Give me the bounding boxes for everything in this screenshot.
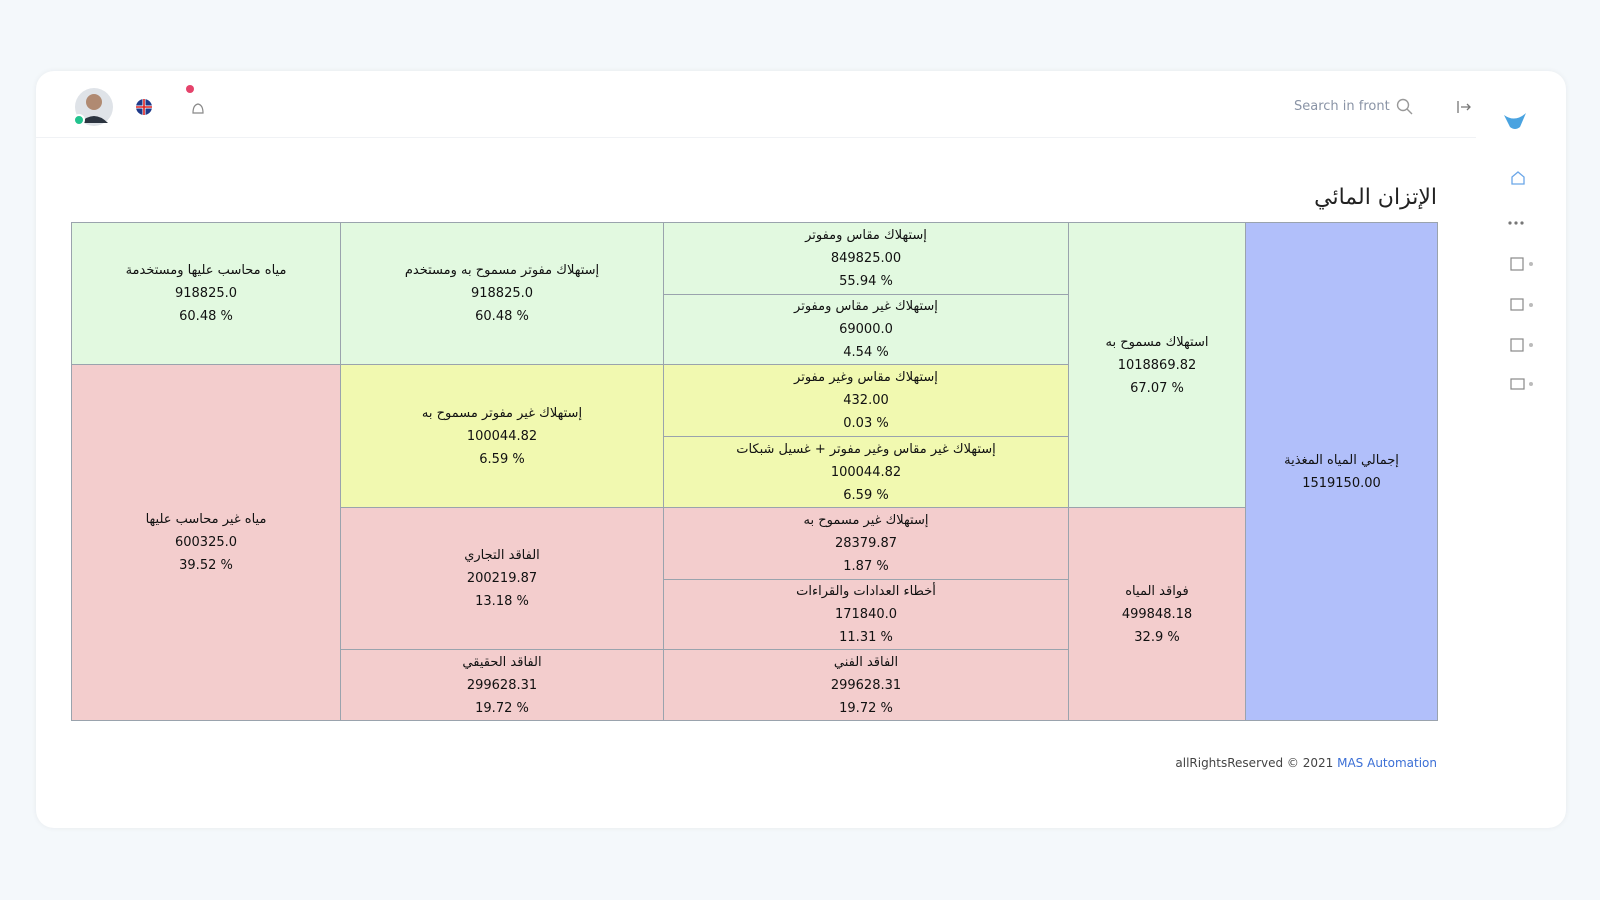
search-icon[interactable]: [1396, 98, 1414, 116]
footer: allRightsReserved © 2021 MAS Automation: [1175, 756, 1437, 770]
cell-value: 600325.0: [174, 535, 238, 550]
cell-percent: 6.59 %: [843, 487, 889, 503]
notification-bell[interactable]: [184, 83, 206, 117]
language-flag[interactable]: [135, 98, 153, 116]
cell-value: 28379.87: [834, 536, 898, 551]
cell-label: استهلاك مسموح به: [1105, 334, 1209, 350]
table-cell: الفاقد الفني 299628.31 19.72 %: [663, 649, 1069, 721]
table-cell: إستهلاك مقاس ومفوتر 849825.00 55.94 %: [663, 222, 1069, 295]
cell-value: 100044.82: [466, 428, 538, 444]
cell-value: 849825.00: [830, 251, 902, 266]
table-cell: إستهلاك مقاس وغير مفوتر 432.00 0.03 %: [663, 364, 1069, 437]
cell-percent: 55.94 %: [839, 274, 893, 289]
cell-value: 499848.18: [1121, 606, 1193, 622]
logo[interactable]: [1504, 113, 1526, 129]
cell-value: 432.00: [843, 393, 889, 408]
cell-value: 299628.31: [466, 677, 538, 693]
cell-percent: 11.31 %: [839, 630, 893, 645]
table-cell: مياه محاسب عليها ومستخدمة 918825.0 60.48 %: [71, 222, 341, 365]
cell-label: إستهلاك غير مسموح به: [803, 513, 929, 528]
cell-value: 100044.82: [830, 464, 902, 480]
cell-label: إستهلاك مفوتر مسموح به ومستخدم: [404, 263, 600, 278]
cell-label: الفاقد التجاري: [464, 548, 540, 563]
copyright: allRightsReserved © 2021: [1175, 756, 1334, 770]
cell-value: 200219.87: [466, 571, 538, 586]
cell-value: 1519150.00: [1302, 475, 1381, 491]
page-title: الإتزان المائي: [1314, 185, 1437, 210]
cell-value: 299628.31: [830, 677, 902, 693]
top-bar: Search in front: [36, 71, 1476, 138]
cell-label: إستهلاك مقاس ومفوتر: [805, 228, 927, 243]
nav-icon[interactable]: [1510, 298, 1524, 311]
cell-label: مياه محاسب عليها ومستخدمة: [125, 263, 287, 278]
table-cell: إستهلاك غير مسموح به 28379.87 1.87 %: [663, 507, 1069, 580]
cell-label: إجمالي المياه المغذية: [1284, 452, 1399, 468]
cell-value: 171840.0: [834, 607, 898, 622]
cell-label: الفاقد الحقيقي: [462, 654, 542, 670]
more-icon[interactable]: [1508, 221, 1524, 225]
table-cell: استهلاك مسموح به 1018869.82 67.07 %: [1068, 222, 1246, 508]
sidebar: [1504, 113, 1533, 390]
cell-percent: 1.87 %: [843, 559, 889, 574]
table-cell: إستهلاك غير مقاس ومفوتر 69000.0 4.54 %: [663, 294, 1069, 365]
cell-value: 1018869.82: [1117, 357, 1197, 373]
cell-label: أخطاء العدادات والقراءات: [796, 584, 936, 599]
cell-label: مياه غير محاسب عليها: [145, 512, 267, 527]
cell-percent: 6.59 %: [479, 451, 525, 467]
table-cell: إجمالي المياه المغذية 1519150.00: [1245, 222, 1438, 721]
cell-percent: 39.52 %: [179, 558, 233, 573]
table-cell: إستهلاك غير مقاس وغير مفوتر + غسيل شبكات…: [663, 436, 1069, 508]
cell-label: الفاقد الفني: [833, 654, 899, 670]
cell-value: 918825.0: [470, 286, 534, 301]
table-cell: فواقد المياه 499848.18 32.9 %: [1068, 507, 1246, 721]
cell-percent: 19.72 %: [475, 700, 529, 716]
cell-label: إستهلاك غير مقاس وغير مفوتر + غسيل شبكات: [736, 441, 996, 457]
nav-icon[interactable]: [1510, 378, 1525, 390]
footer-link[interactable]: MAS Automation: [1337, 756, 1437, 770]
water-balance-table: إجمالي المياه المغذية 1519150.00 استهلاك م…: [71, 222, 1438, 721]
table-cell: الفاقد الحقيقي 299628.31 19.72 %: [340, 649, 664, 721]
table-cell: إستهلاك مفوتر مسموح به ومستخدم 918825.0 60…: [340, 222, 664, 365]
table-cell: أخطاء العدادات والقراءات 171840.0 11.31 %: [663, 579, 1069, 650]
card: Search in front الإتزان المائي إجمالي ال…: [36, 71, 1566, 828]
cell-percent: 32.9 %: [1134, 629, 1180, 645]
avatar[interactable]: [74, 87, 116, 129]
cell-value: 918825.0: [174, 286, 238, 301]
nav-icon[interactable]: [1510, 338, 1524, 352]
home-icon[interactable]: [1511, 171, 1525, 185]
table-cell: الفاقد التجاري 200219.87 13.18 %: [340, 507, 664, 650]
cell-percent: 13.18 %: [475, 594, 529, 609]
logout-icon[interactable]: [1456, 99, 1472, 115]
cell-percent: 60.48 %: [179, 309, 233, 324]
nav-icon[interactable]: [1510, 257, 1524, 271]
table-cell: مياه غير محاسب عليها 600325.0 39.52 %: [71, 364, 341, 721]
cell-label: إستهلاك مقاس وغير مفوتر: [794, 370, 938, 385]
cell-label: إستهلاك غير مفوتر مسموح به: [421, 405, 583, 421]
cell-value: 69000.0: [839, 322, 893, 337]
cell-percent: 60.48 %: [475, 309, 529, 324]
cell-label: فواقد المياه: [1125, 583, 1189, 599]
table-cell: إستهلاك غير مفوتر مسموح به 100044.82 6.59 …: [340, 364, 664, 508]
search-input[interactable]: Search in front: [1294, 99, 1390, 114]
cell-percent: 0.03 %: [843, 416, 889, 431]
cell-label: إستهلاك غير مقاس ومفوتر: [794, 299, 938, 314]
cell-percent: 19.72 %: [839, 700, 893, 716]
cell-percent: 67.07 %: [1130, 380, 1184, 396]
cell-percent: 4.54 %: [843, 345, 889, 360]
